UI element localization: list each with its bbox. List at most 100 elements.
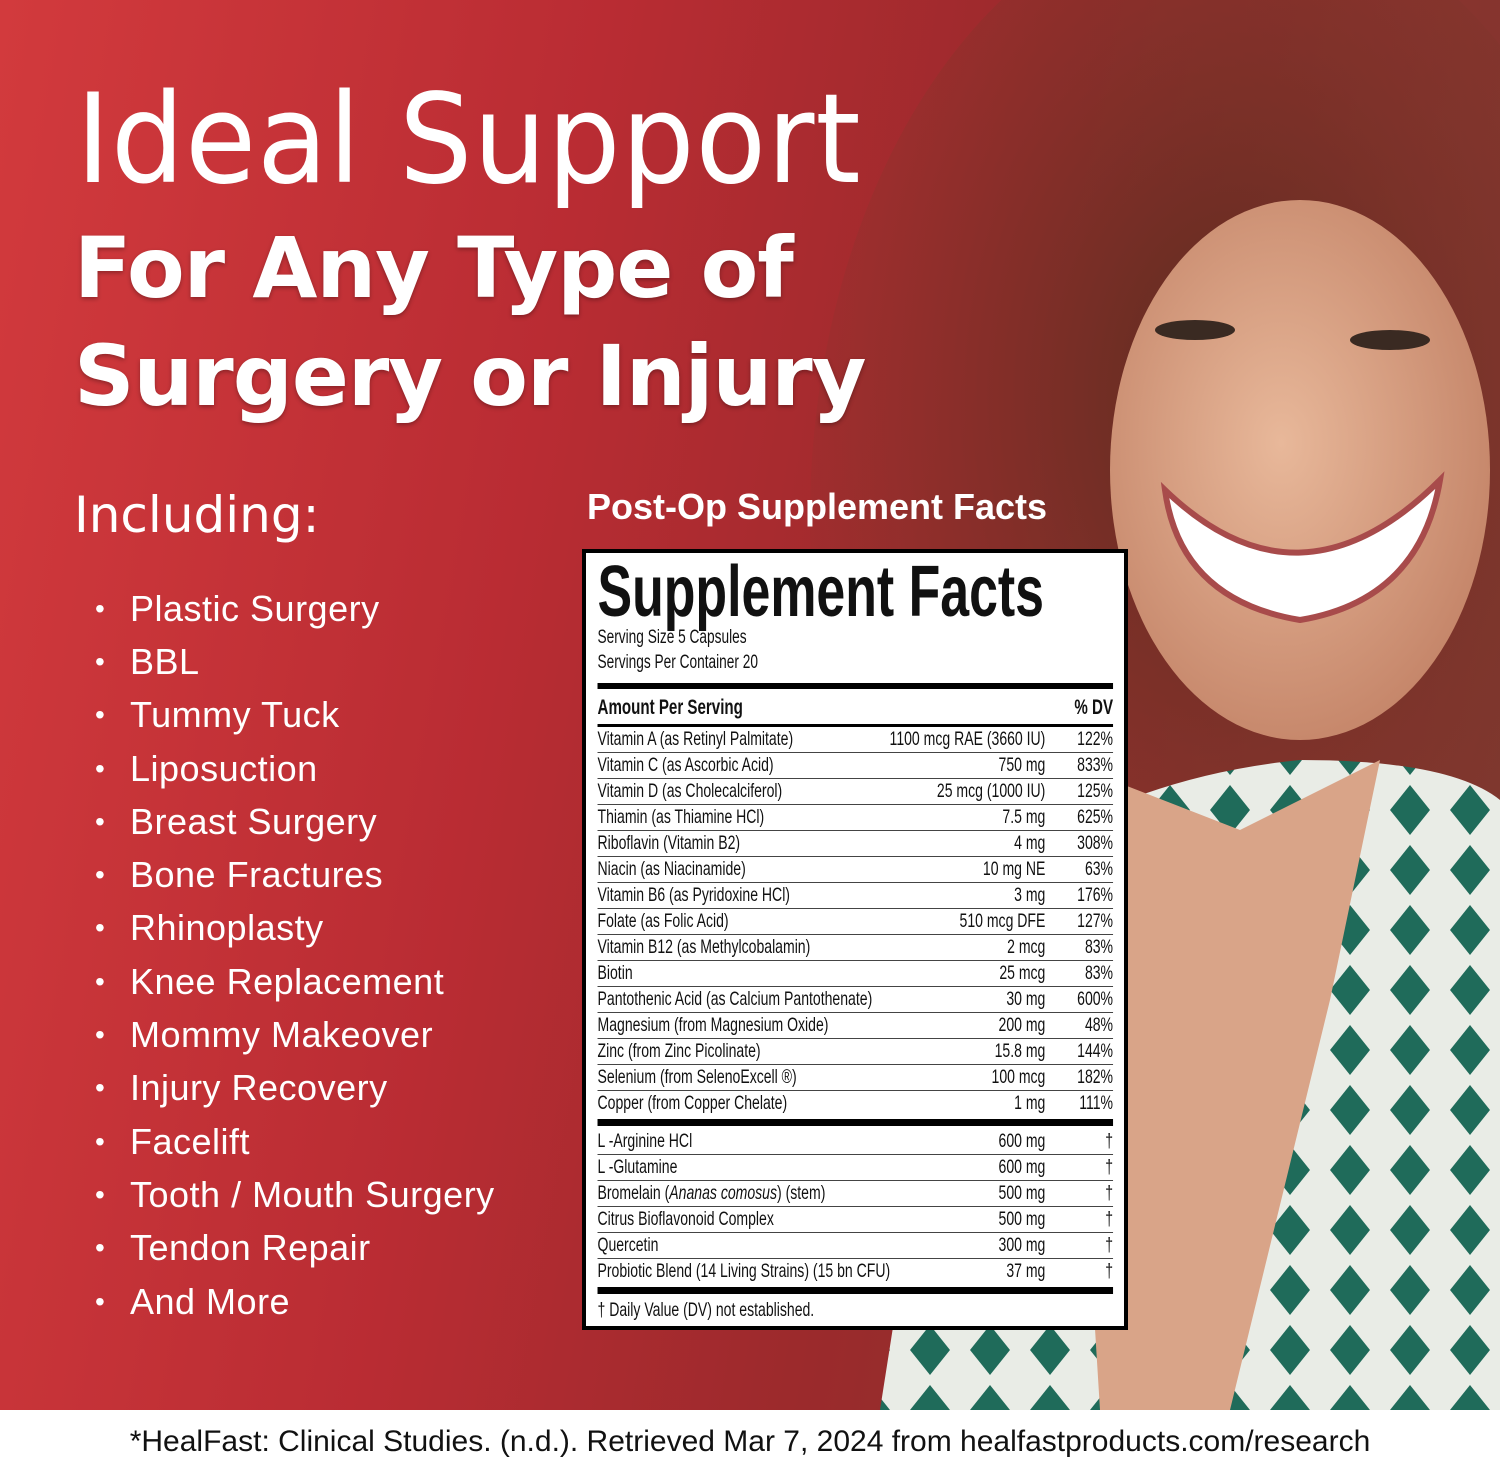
hero-banner: Ideal Support For Any Type of Surgery or…	[0, 0, 1500, 1410]
nutrient-row: Citrus Bioflavonoid Complex 500 mg †	[597, 1207, 1114, 1233]
nutrient-name: Folate (as Folic Acid)	[597, 910, 729, 932]
nutrient-dv: 125%	[1077, 780, 1114, 802]
bullet: •	[95, 645, 106, 677]
nutrient-dv: 176%	[1077, 884, 1114, 906]
vitamins-table: Vitamin A (as Retinyl Palmitate) 1100 mcg…	[597, 727, 1114, 1117]
condition-label: BBL	[130, 640, 200, 682]
nutrient-dv: 600%	[1077, 988, 1114, 1010]
nutrient-amount: 7.5 mg	[1002, 806, 1046, 828]
condition-item: • BBL	[95, 635, 575, 688]
nutrient-amount: 4 mg	[1014, 832, 1046, 854]
citation-footer: *HealFast: Clinical Studies. (n.d.). Ret…	[0, 1410, 1500, 1469]
condition-item: • Mommy Makeover	[95, 1008, 575, 1061]
bullet: •	[95, 1285, 106, 1317]
nutrient-name: Quercetin	[597, 1234, 659, 1256]
nutrient-name: Biotin	[597, 962, 633, 984]
nutrient-name: Magnesium (from Magnesium Oxide)	[597, 1014, 829, 1036]
nutrient-name: Vitamin D (as Cholecalciferol)	[597, 780, 783, 802]
bullet: •	[95, 912, 106, 944]
nutrient-row: L -Arginine HCl 600 mg †	[597, 1129, 1114, 1155]
nutrient-row: Probiotic Blend (14 Living Strains) (15 …	[598, 1259, 1114, 1285]
bullet: •	[95, 1125, 106, 1157]
nutrient-dv: 63%	[1084, 858, 1114, 880]
nutrient-name: Vitamin B12 (as Methylcobalamin)	[597, 936, 811, 958]
nutrient-row: Bromelain (Ananas comosus) (stem) 500 mg †	[597, 1181, 1114, 1207]
divider	[597, 683, 1114, 689]
nutrient-row: Vitamin A (as Retinyl Palmitate) 1100 mcg…	[597, 727, 1114, 753]
serving-size: Serving Size 5 Capsules	[597, 627, 747, 648]
condition-label: Liposuction	[130, 747, 318, 789]
nutrient-name: Pantothenic Acid (as Calcium Pantothenat…	[597, 988, 873, 1010]
nutrient-name: Niacin (as Niacinamide)	[597, 858, 746, 880]
nutrient-dv: †	[1105, 1156, 1114, 1178]
nutrient-dv: †	[1105, 1182, 1114, 1204]
nutrient-name: Thiamin (as Thiamine HCl)	[597, 806, 765, 828]
bullet: •	[95, 699, 106, 731]
condition-label: Tummy Tuck	[130, 694, 340, 736]
nutrient-row: Vitamin B6 (as Pyridoxine HCl) 3 mg 176%	[597, 883, 1114, 909]
nutrient-amount: 200 mg	[998, 1014, 1046, 1036]
nutrient-amount: 300 mg	[998, 1234, 1046, 1256]
condition-item: • Plastic Surgery	[95, 582, 575, 635]
condition-label: Tendon Repair	[130, 1227, 371, 1269]
footnote: † Daily Value (DV) not established.	[597, 1299, 815, 1321]
nutrient-amount: 750 mg	[998, 754, 1046, 776]
nutrient-row: Vitamin D (as Cholecalciferol) 25 mcg (10…	[597, 779, 1114, 805]
facts-title: Supplement Facts	[597, 552, 1045, 632]
headline-line2: For Any Type of	[74, 219, 794, 317]
bullet: •	[95, 1232, 106, 1264]
condition-item: • Tooth / Mouth Surgery	[95, 1168, 575, 1221]
condition-label: Knee Replacement	[130, 960, 445, 1002]
divider	[597, 1287, 1114, 1294]
nutrient-row: Quercetin 300 mg †	[597, 1233, 1114, 1259]
nutrient-name: Vitamin B6 (as Pyridoxine HCl)	[597, 884, 790, 906]
facts-header-row: Amount Per Serving % DV	[597, 695, 1114, 727]
nutrient-dv: 308%	[1077, 832, 1114, 854]
headline-line3: Surgery or Injury	[74, 327, 866, 425]
nutrient-dv: 83%	[1084, 936, 1114, 958]
condition-item: • Rhinoplasty	[95, 902, 575, 955]
condition-label: Mommy Makeover	[130, 1014, 434, 1056]
bullet: •	[95, 805, 106, 837]
nutrient-row: Zinc (from Zinc Picolinate) 15.8 mg 144%	[597, 1039, 1114, 1065]
conditions-list: • Plastic Surgery • BBL • Tummy Tuck • Liposuct…	[95, 582, 575, 1328]
nutrient-amount: 2 mcg	[1007, 936, 1046, 958]
nutrient-amount: 3 mg	[1014, 884, 1046, 906]
nutrient-row: Copper (from Copper Chelate) 1 mg 111%	[598, 1091, 1114, 1117]
bullet: •	[95, 592, 106, 624]
condition-label: Breast Surgery	[130, 800, 378, 842]
nutrient-amount: 10 mg NE	[982, 858, 1046, 880]
condition-label: Facelift	[130, 1120, 251, 1162]
nutrient-amount: 1100 mcg RAE (3660 IU)	[889, 728, 1046, 750]
condition-item: • Tummy Tuck	[95, 689, 575, 742]
condition-item: • And More	[95, 1275, 575, 1328]
nutrient-name: L -Glutamine	[597, 1156, 678, 1178]
nutrient-amount: 600 mg	[998, 1156, 1046, 1178]
nutrient-row: Thiamin (as Thiamine HCl) 7.5 mg 625%	[597, 805, 1114, 831]
servings-per-container: Servings Per Container 20	[597, 652, 758, 673]
dv-header: % DV	[1074, 696, 1114, 719]
nutrient-dv: 127%	[1077, 910, 1114, 932]
condition-label: And More	[130, 1280, 291, 1322]
nutrient-dv: 122%	[1077, 728, 1114, 750]
nutrient-name: L -Arginine HCl	[597, 1130, 693, 1152]
bullet: •	[95, 1072, 106, 1104]
condition-label: Tooth / Mouth Surgery	[130, 1173, 495, 1215]
bullet: •	[95, 965, 106, 997]
nutrient-row: Vitamin C (as Ascorbic Acid) 750 mg 833%	[597, 753, 1114, 779]
nutrient-name: Copper (from Copper Chelate)	[597, 1092, 788, 1114]
nutrient-amount: 510 mcg DFE	[959, 910, 1046, 932]
condition-item: • Facelift	[95, 1115, 575, 1168]
nutrient-amount: 500 mg	[998, 1182, 1046, 1204]
nutrient-dv: 833%	[1077, 754, 1114, 776]
nutrient-name: Citrus Bioflavonoid Complex	[597, 1208, 774, 1230]
nutrient-name: Zinc (from Zinc Picolinate)	[597, 1040, 761, 1062]
nutrient-name: Riboflavin (Vitamin B2)	[597, 832, 741, 854]
including-label: Including:	[74, 486, 320, 544]
nutrient-amount: 600 mg	[998, 1130, 1046, 1152]
nutrient-row: Magnesium (from Magnesium Oxide) 200 mg 48…	[597, 1013, 1114, 1039]
nutrient-row: Niacin (as Niacinamide) 10 mg NE 63%	[597, 857, 1114, 883]
bullet: •	[95, 859, 106, 891]
nutrient-name: Vitamin C (as Ascorbic Acid)	[597, 754, 774, 776]
nutrient-dv: 48%	[1084, 1014, 1114, 1036]
